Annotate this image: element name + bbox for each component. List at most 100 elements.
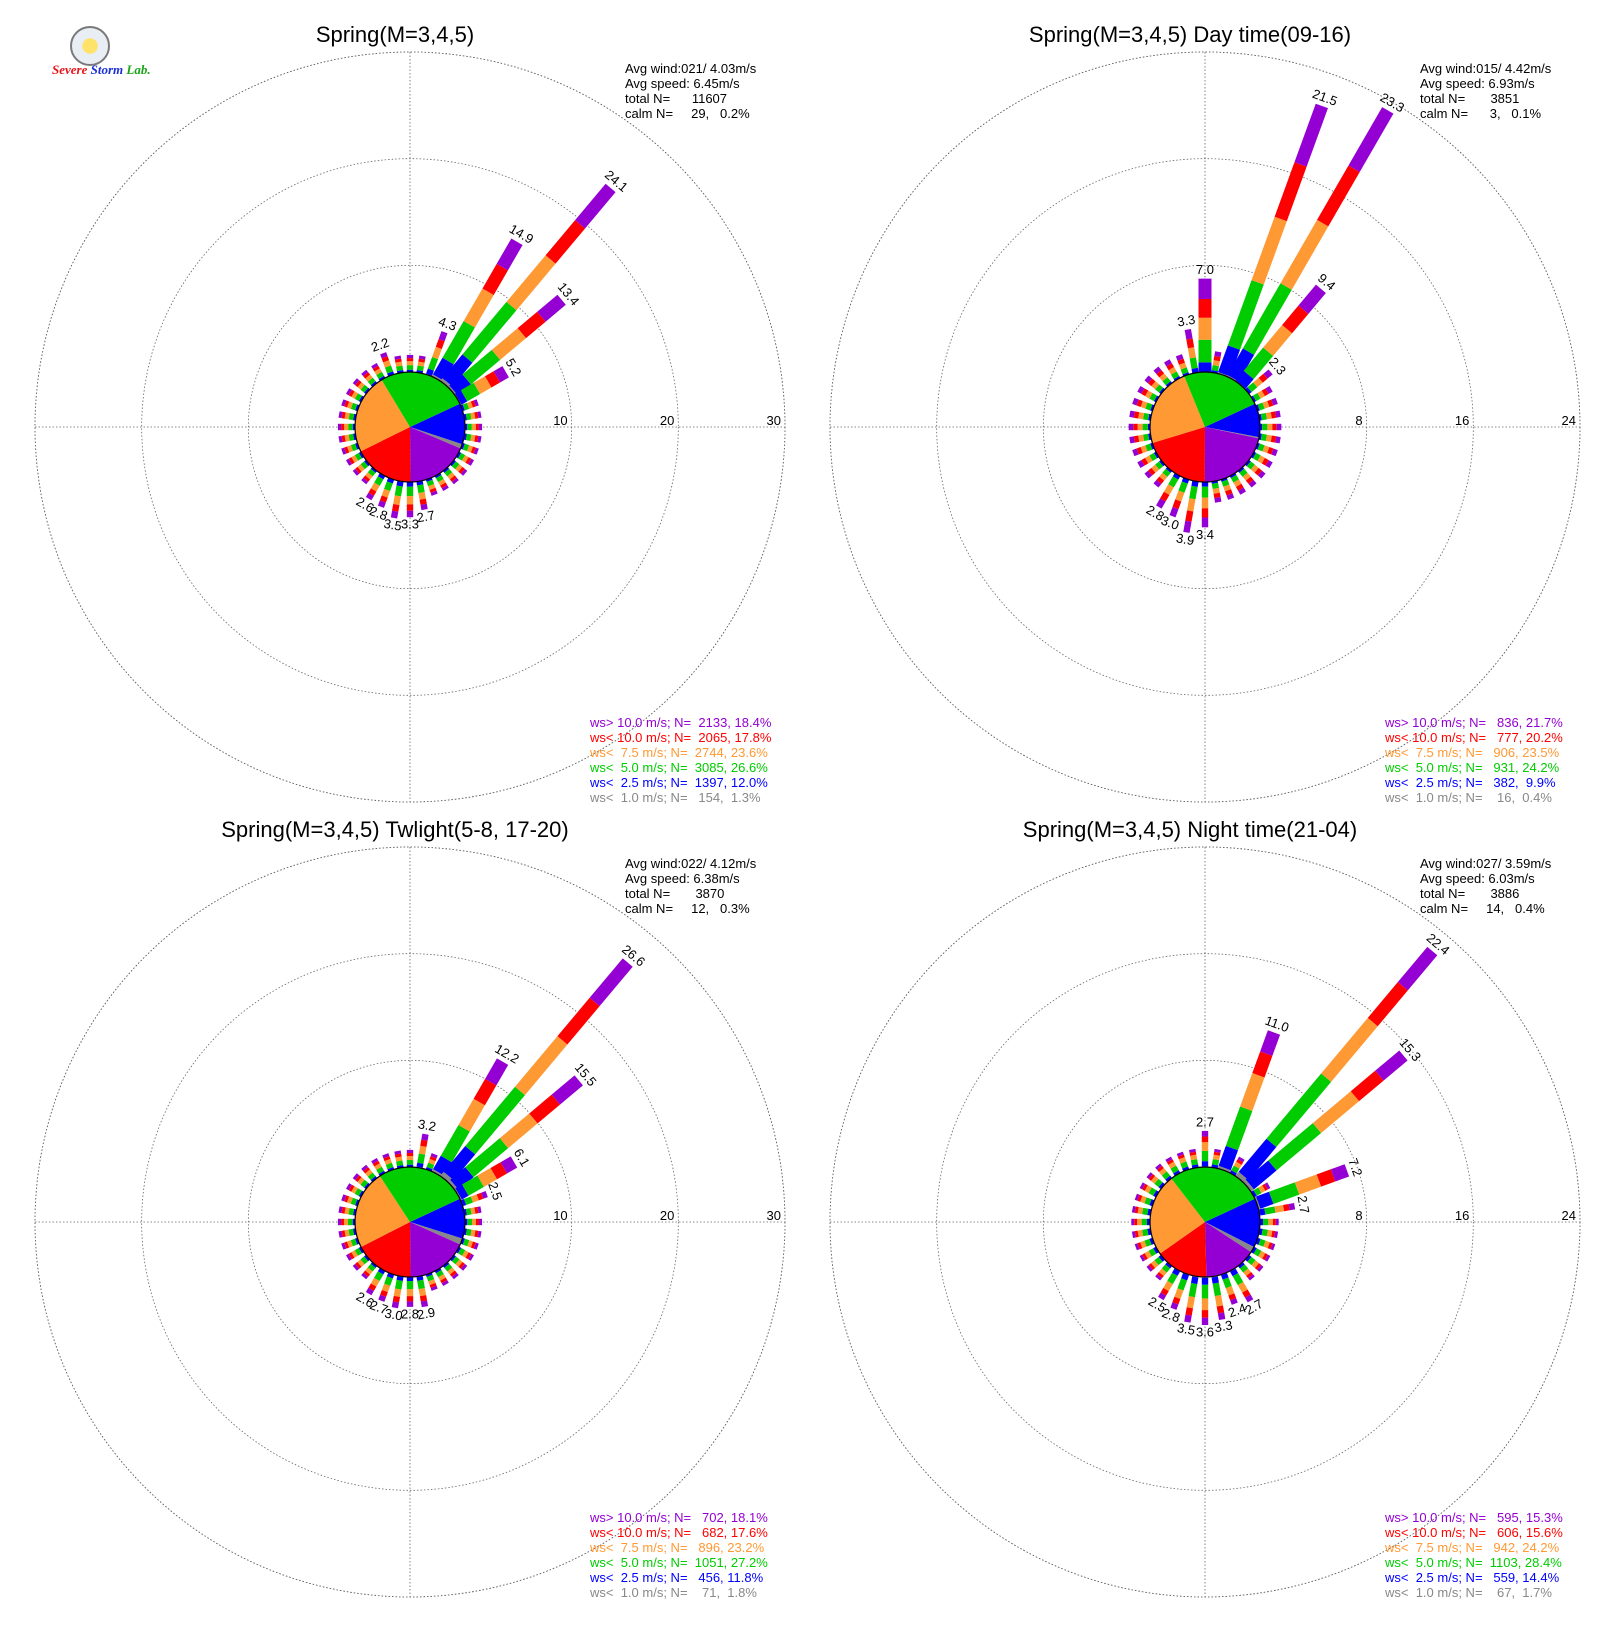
bar-value-label-170: 2.9 [416, 1305, 436, 1323]
ring-label-2: 20 [660, 1208, 674, 1223]
bar-segment-3 [384, 1276, 393, 1286]
pie-outline [1149, 371, 1261, 483]
bar-segment-4 [344, 412, 350, 420]
bar-value-label-190: 3.9 [1175, 530, 1195, 548]
pie-slice-1 [1205, 1198, 1260, 1248]
stat-line-1: Avg wind:027/ 3.59m/s [1420, 856, 1552, 871]
bar-segment-3 [416, 365, 424, 372]
bar-segment-3 [1180, 367, 1189, 375]
bar-segment-3 [1262, 423, 1268, 431]
bar-segment-3 [376, 1166, 385, 1174]
bar-segment-6 [1155, 1163, 1162, 1170]
pie-outline [1149, 1166, 1261, 1278]
pie-slice-2 [410, 1222, 463, 1245]
legend-entry-6: ws< 1.0 m/s; N= 71, 1.8% [589, 1585, 757, 1600]
bar-segment-6 [1201, 1317, 1209, 1325]
legend-entry-3: ws< 7.5 m/s; N= 906, 23.5% [1384, 745, 1560, 760]
bar-segment-4 [1137, 423, 1143, 431]
bar-segment-2 [1191, 480, 1199, 487]
bar-segment-5 [429, 1282, 437, 1288]
bar-dir-280 [338, 411, 357, 421]
bar-dir-20 [1217, 103, 1328, 378]
bar-segment-5 [1274, 162, 1307, 222]
bar-segment-2 [1165, 1175, 1172, 1182]
bar-segment-3 [360, 1179, 369, 1188]
bar-segment-4 [418, 1288, 427, 1297]
bar-segment-2 [1218, 1145, 1239, 1171]
bar-segment-3 [467, 1218, 472, 1226]
bar-segment-6 [365, 492, 374, 501]
bar-segment-4 [1242, 472, 1251, 481]
bar-segment-6 [391, 1301, 400, 1309]
bar-segment-6 [468, 458, 475, 466]
bar-segment-6 [441, 1280, 449, 1287]
bar-segment-2 [1146, 1218, 1150, 1226]
bar-segment-4 [428, 1158, 436, 1165]
bar-dir-270 [337, 1218, 355, 1226]
bar-segment-3 [1148, 1187, 1157, 1196]
pie-slice-5 [1150, 1178, 1205, 1254]
bar-segment-3 [451, 1256, 460, 1265]
bar-segment-4 [1144, 1250, 1152, 1259]
logo-text-c: Lab. [126, 62, 151, 77]
bar-segment-5 [1185, 1307, 1194, 1316]
bar-segment-5 [355, 1261, 362, 1269]
bar-segment-3 [1253, 1187, 1262, 1196]
bar-segment-3 [1168, 476, 1179, 488]
bar-dir-160 [1220, 477, 1235, 500]
bar-segment-5 [1160, 1287, 1169, 1296]
bar-segment-3 [1177, 1278, 1188, 1291]
bar-segment-6 [361, 369, 369, 377]
bar-segment-4 [1262, 445, 1270, 454]
bar-segment-3 [1189, 357, 1198, 369]
pie-slice-2 [410, 427, 463, 449]
bar-segment-4 [1266, 1229, 1273, 1237]
bar-segment-4 [1258, 1250, 1266, 1259]
bar-segment-4 [1251, 216, 1287, 285]
bar-segment-2 [460, 404, 465, 412]
bar-segment-5 [1261, 388, 1269, 397]
bar-dir-350 [394, 355, 404, 374]
bar-segment-2 [443, 1146, 476, 1181]
pie-slice-5 [1150, 376, 1205, 443]
bar-segment-6 [352, 378, 360, 386]
bar-segment-2 [443, 1262, 450, 1268]
bar-segment-2 [1229, 1170, 1237, 1176]
bar-dir-320 [1155, 1163, 1173, 1182]
bar-segment-4 [1201, 497, 1209, 509]
ring-label-2: 16 [1455, 413, 1469, 428]
bar-dir-80 [1258, 410, 1281, 421]
bar-segment-3 [1242, 283, 1292, 355]
bar-segment-2 [1148, 413, 1152, 421]
bar-segment-6 [1244, 1294, 1254, 1303]
bar-segment-5 [1283, 1204, 1290, 1212]
bar-value-label-200: 3.0 [1159, 513, 1181, 533]
bar-segment-4 [381, 488, 391, 498]
bar-segment-6 [1271, 397, 1278, 406]
ring-label-1: 8 [1355, 1208, 1362, 1223]
bar-value-label-190: 3.5 [383, 516, 403, 534]
bar-segment-6 [500, 1156, 518, 1174]
bar-segment-3 [1161, 1171, 1171, 1180]
bar-segment-2 [1255, 442, 1260, 450]
direction-bars [1128, 103, 1394, 533]
bar-value-label-20: 11.0 [1263, 1013, 1291, 1035]
bar-segment-3 [435, 475, 444, 483]
ring-label-1: 10 [553, 413, 567, 428]
bar-value-label-180: 3.3 [401, 517, 419, 532]
bar-segment-6 [1298, 284, 1326, 314]
bar-segment-6 [1294, 103, 1328, 167]
bar-segment-5 [1235, 483, 1244, 491]
bar-segment-4 [470, 412, 476, 420]
bar-dir-250 [1132, 442, 1155, 457]
bar-segment-5 [380, 1289, 388, 1297]
bar-segment-4 [1257, 390, 1265, 399]
bar-dir-70 [1255, 397, 1278, 412]
bar-segment-6 [1265, 460, 1273, 468]
bar-segment-5 [341, 1218, 345, 1226]
bar-dir-40 [440, 958, 633, 1185]
ring-label-3: 24 [1562, 1208, 1576, 1223]
bar-segment-4 [384, 1158, 392, 1165]
bar-segment-2 [406, 482, 414, 487]
bar-segment-5 [372, 1160, 380, 1167]
